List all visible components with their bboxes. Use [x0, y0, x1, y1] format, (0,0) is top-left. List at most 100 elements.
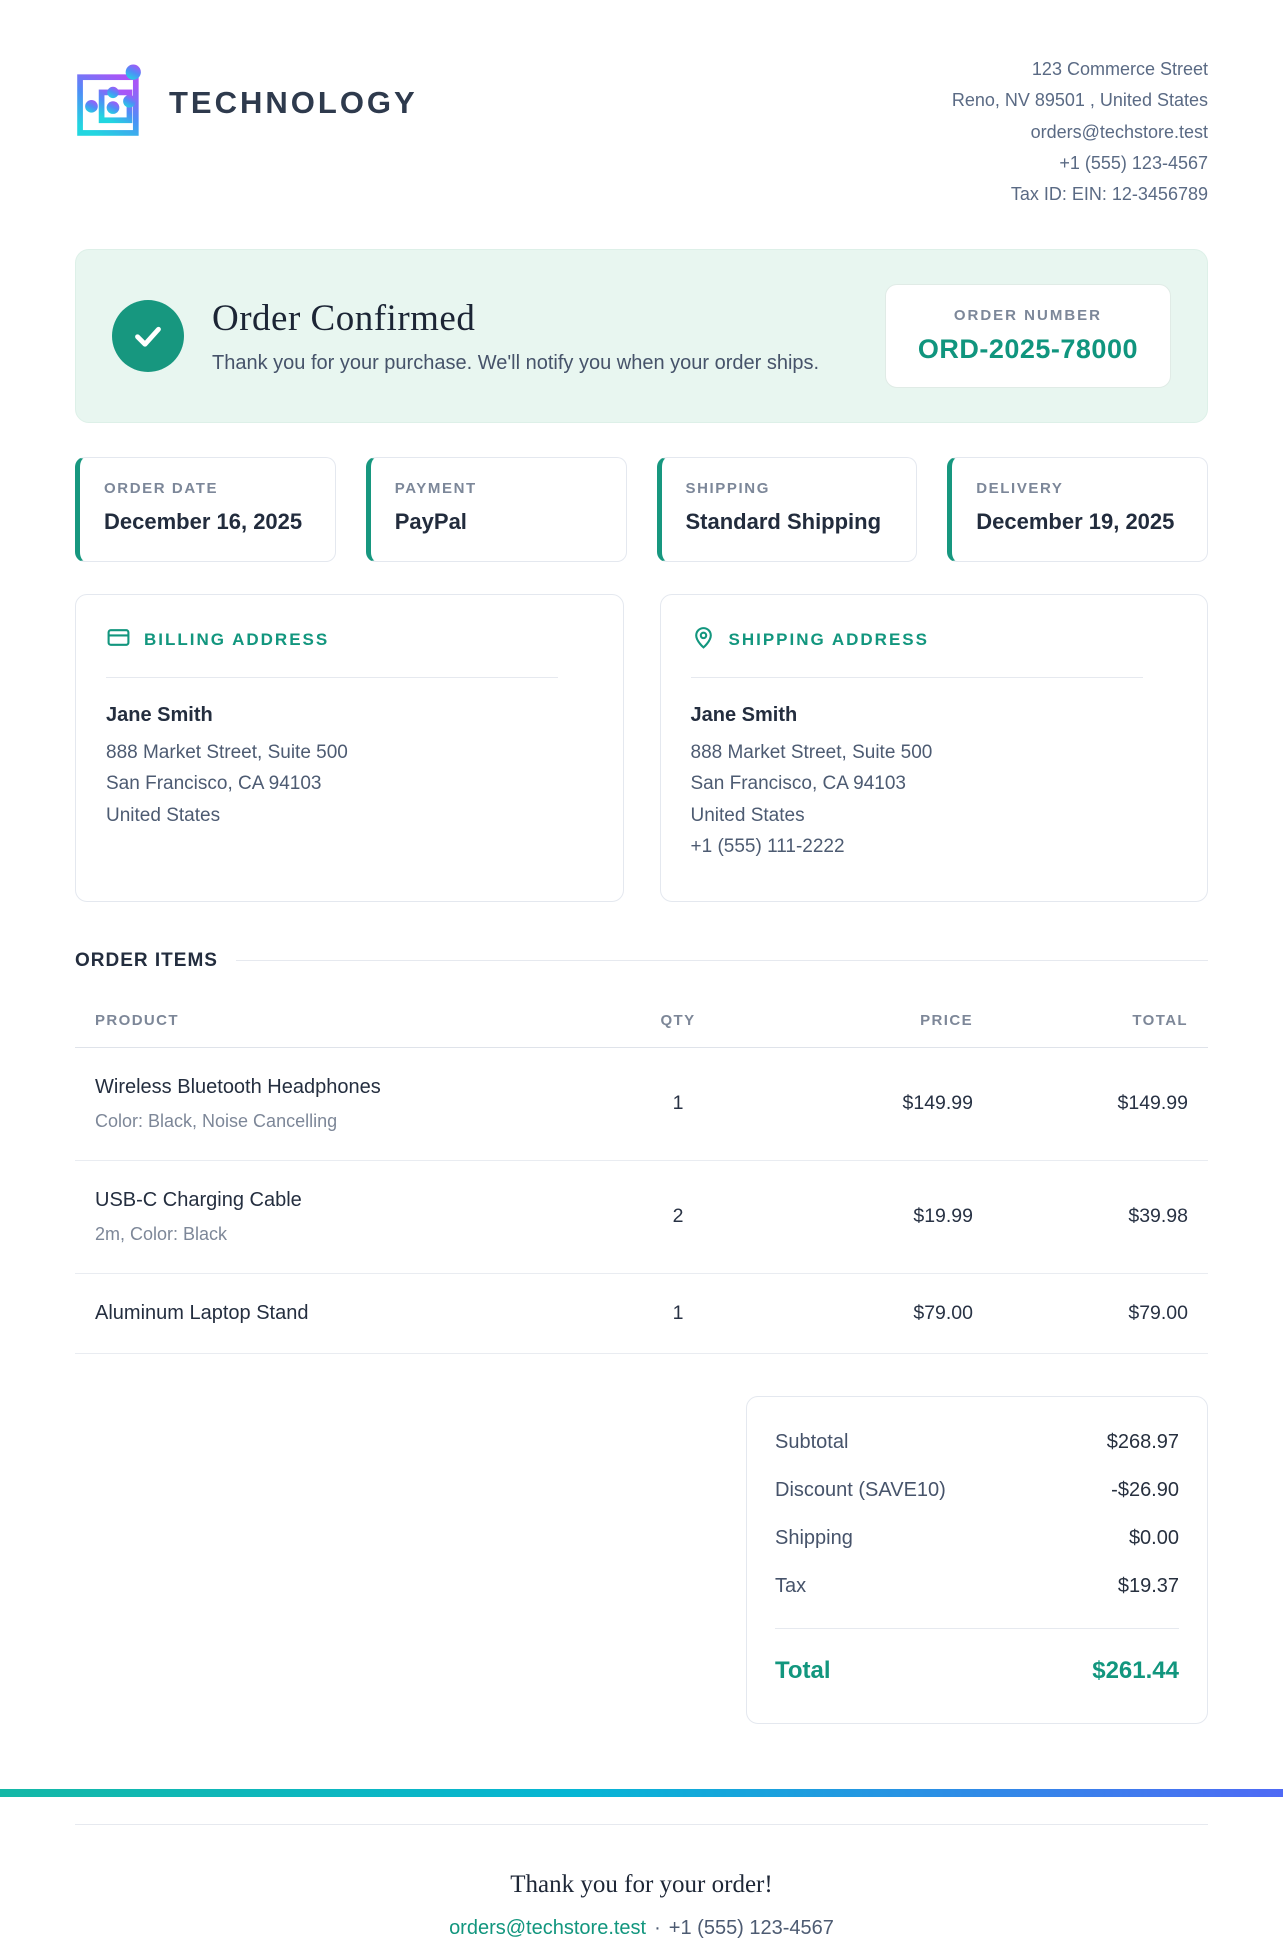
price-cell: $79.00	[913, 1301, 973, 1324]
price-cell: $149.99	[902, 1092, 974, 1115]
product-name: Wireless Bluetooth Headphones	[95, 1075, 381, 1098]
totals-row-shipping: Shipping $0.00	[775, 1527, 1179, 1550]
company-phone: +1 (555) 123-4567	[1059, 152, 1208, 173]
footer: Thank you for your order! orders@techsto…	[75, 1823, 1208, 1940]
info-card-value: December 19, 2025	[976, 508, 1175, 534]
footer-separator: ·	[654, 1916, 661, 1939]
billing-address-card: BILLING ADDRESS Jane Smith 888 Market St…	[75, 593, 624, 902]
order-items-table: PRODUCT QTY PRICE TOTAL Wireless Bluetoo…	[75, 1000, 1208, 1354]
shipping-address-line: San Francisco, CA 94103	[690, 773, 906, 795]
addresses: BILLING ADDRESS Jane Smith 888 Market St…	[75, 593, 1208, 902]
map-pin-icon	[691, 625, 716, 655]
banner-subtitle: Thank you for your purchase. We'll notif…	[212, 351, 820, 374]
info-card-payment: PAYMENT PayPal	[365, 456, 627, 562]
order-items-header: ORDER ITEMS	[75, 950, 1208, 972]
info-card-label: SHIPPING	[685, 479, 770, 497]
totals-label: Discount (SAVE10)	[775, 1478, 946, 1501]
footer-contact: orders@techstore.test · +1 (555) 123-4567	[75, 1917, 1208, 1940]
totals-row-discount: Discount (SAVE10) -$26.90	[775, 1479, 1179, 1502]
company-address-line: 123 Commerce Street	[1031, 59, 1208, 79]
product-name: Aluminum Laptop Stand	[95, 1301, 309, 1324]
info-card-order-date: ORDER DATE December 16, 2025	[75, 456, 336, 562]
total-cell: $79.00	[1128, 1301, 1188, 1324]
product-cell: USB-C Charging Cable 2m, Color: Black	[95, 1189, 613, 1245]
totals-row-grand-total: Total $261.44	[775, 1657, 1179, 1685]
shipping-address-title: SHIPPING ADDRESS	[728, 629, 929, 649]
footer-message: Thank you for your order!	[510, 1870, 773, 1898]
confirmation-banner: Order Confirmed Thank you for your purch…	[75, 248, 1208, 423]
billing-address-line: United States	[106, 804, 221, 826]
info-card-label: ORDER DATE	[104, 479, 219, 497]
info-card-value: PayPal	[394, 508, 467, 534]
column-header-price: PRICE	[920, 1011, 973, 1029]
logo-icon	[75, 62, 151, 143]
divider	[106, 676, 559, 678]
footer-email-link[interactable]: orders@techstore.test	[449, 1916, 647, 1939]
info-card-label: DELIVERY	[976, 479, 1064, 497]
company-info: 123 Commerce Street Reno, NV 89501 , Uni…	[952, 54, 1208, 211]
shipping-name: Jane Smith	[690, 703, 798, 726]
column-header-qty: QTY	[660, 1011, 696, 1029]
footer-phone: +1 (555) 123-4567	[668, 1916, 834, 1939]
credit-card-icon	[106, 625, 131, 655]
totals-label: Shipping	[775, 1526, 853, 1549]
billing-address-line: 888 Market Street, Suite 500	[106, 741, 348, 763]
brand-name: TECHNOLOGY	[169, 84, 418, 120]
company-address-line: Reno, NV 89501 , United States	[951, 90, 1208, 111]
divider	[235, 960, 1208, 962]
billing-address-line: San Francisco, CA 94103	[106, 773, 322, 795]
divider	[690, 676, 1143, 678]
check-icon	[112, 299, 184, 372]
company-email: orders@techstore.test	[1030, 121, 1208, 142]
shipping-phone: +1 (555) 111-2222	[690, 836, 845, 858]
info-card-label: PAYMENT	[394, 479, 477, 497]
order-info-cards: ORDER DATE December 16, 2025 PAYMENT Pay…	[75, 456, 1208, 562]
totals-wrap: Subtotal $268.97 Discount (SAVE10) -$26.…	[75, 1395, 1208, 1724]
banner-text: Order Confirmed Thank you for your purch…	[212, 297, 819, 375]
totals-card: Subtotal $268.97 Discount (SAVE10) -$26.…	[746, 1395, 1208, 1724]
order-number-card: ORDER NUMBER ORD-2025-78000	[884, 283, 1171, 388]
info-card-shipping: SHIPPING Standard Shipping	[656, 456, 918, 562]
section-title: ORDER ITEMS	[75, 949, 218, 971]
shipping-address-line: United States	[690, 804, 805, 826]
info-card-value: Standard Shipping	[685, 508, 882, 534]
total-cell: $39.98	[1128, 1205, 1188, 1228]
brand: TECHNOLOGY	[75, 62, 418, 143]
qty-cell: 1	[672, 1092, 684, 1115]
banner-title: Order Confirmed	[212, 297, 476, 339]
order-number-value: ORD-2025-78000	[917, 333, 1138, 364]
order-number-label: ORDER NUMBER	[953, 306, 1103, 324]
grand-total-value: $261.44	[1092, 1656, 1179, 1684]
qty-cell: 2	[672, 1205, 684, 1228]
table-row: Aluminum Laptop Stand 1 $79.00 $79.00	[75, 1274, 1208, 1354]
order-items-section: ORDER ITEMS PRODUCT QTY PRICE TOTAL Wire…	[75, 950, 1208, 1354]
totals-row-subtotal: Subtotal $268.97	[775, 1431, 1179, 1454]
totals-label: Subtotal	[775, 1430, 849, 1453]
info-card-value: December 16, 2025	[104, 508, 303, 534]
totals-value: $268.97	[1106, 1430, 1179, 1453]
shipping-address-header: SHIPPING ADDRESS	[691, 625, 1178, 655]
product-name: USB-C Charging Cable	[95, 1188, 302, 1211]
header: TECHNOLOGY 123 Commerce Street Reno, NV …	[75, 54, 1208, 211]
totals-label: Tax	[775, 1574, 807, 1597]
product-cell: Aluminum Laptop Stand	[95, 1302, 613, 1325]
product-variant: 2m, Color: Black	[95, 1223, 228, 1244]
shipping-address-line: 888 Market Street, Suite 500	[690, 741, 933, 763]
column-header-total: TOTAL	[1132, 1011, 1188, 1029]
divider	[775, 1627, 1179, 1629]
bottom-gradient-bar	[0, 1789, 1283, 1797]
price-cell: $19.99	[913, 1205, 973, 1228]
shipping-address-card: SHIPPING ADDRESS Jane Smith 888 Market S…	[659, 593, 1208, 902]
table-row: USB-C Charging Cable 2m, Color: Black 2 …	[75, 1161, 1208, 1274]
qty-cell: 1	[672, 1301, 684, 1324]
billing-name: Jane Smith	[106, 703, 213, 726]
billing-address-title: BILLING ADDRESS	[144, 629, 330, 649]
product-variant: Color: Black, Noise Cancelling	[95, 1110, 338, 1131]
totals-value: -$26.90	[1111, 1478, 1179, 1501]
totals-value: $0.00	[1128, 1526, 1179, 1549]
info-card-delivery: DELIVERY December 19, 2025	[947, 456, 1208, 562]
company-tax-id: Tax ID: EIN: 12-3456789	[1010, 184, 1208, 205]
billing-address-header: BILLING ADDRESS	[106, 625, 593, 655]
product-cell: Wireless Bluetooth Headphones Color: Bla…	[95, 1076, 613, 1132]
